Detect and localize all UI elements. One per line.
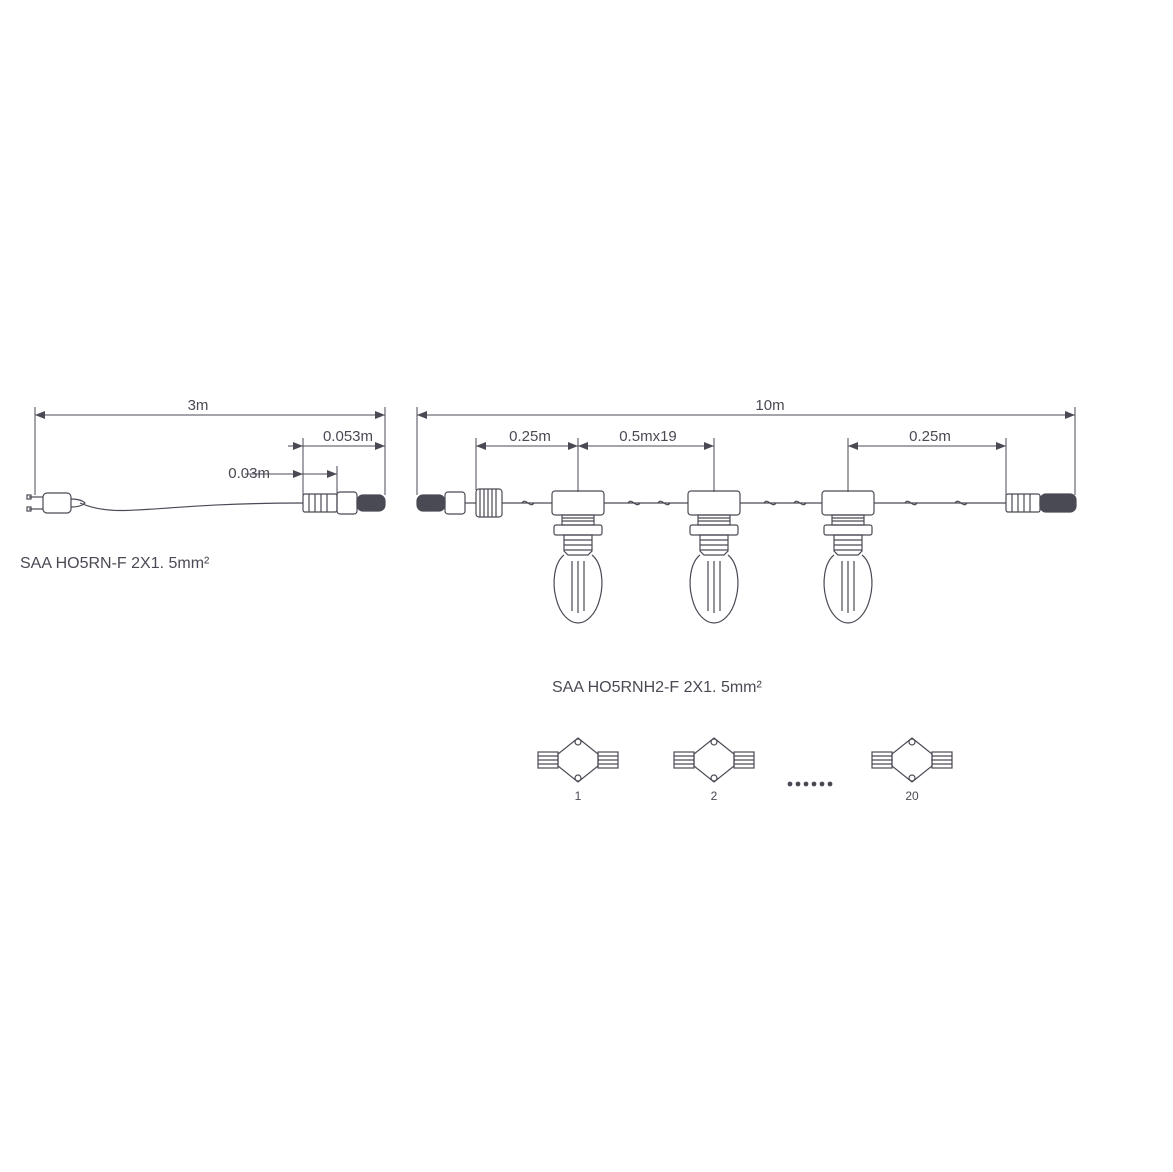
dim-tail-label: 0.25m (909, 428, 951, 445)
connector-a-icon (303, 494, 337, 512)
dim-pitch: 0.5mx19 (578, 428, 714, 492)
dim-lead-label: 0.25m (509, 428, 551, 445)
power-cable-label: SAA HO5RN-F 2X1. 5mm² (20, 555, 210, 572)
splitter-1-icon (538, 738, 618, 782)
ellipsis-icon (788, 782, 833, 787)
dim-0-053m-label: 0.053m (323, 428, 373, 445)
right-connector-cap-icon (1040, 494, 1076, 512)
splitter-1-label: 1 (575, 789, 582, 803)
dim-0-03m: 0.03m (228, 465, 337, 495)
splitter-20-icon (872, 738, 952, 782)
string-light-label: SAA HO5RNH2-F 2X1. 5mm² (552, 679, 763, 696)
right-connector-a-icon (1006, 494, 1040, 512)
splitter-2-icon (674, 738, 754, 782)
bulb-socket-1-icon (552, 491, 604, 623)
ring-icon (476, 489, 502, 517)
left-connector-icon (417, 492, 465, 514)
dim-0-03m-label: 0.03m (228, 465, 270, 482)
diagram-svg: 3m 0.053m 0.03m SAA HO5RN-F 2X1. 5mm² 10… (0, 0, 1173, 1172)
connector-b-icon (337, 492, 385, 514)
splitter-2-label: 2 (711, 789, 718, 803)
splitter-row: 1 2 20 (538, 738, 952, 803)
diagram-canvas: 3m 0.053m 0.03m SAA HO5RN-F 2X1. 5mm² 10… (0, 0, 1173, 1172)
dim-total-10m-label: 10m (755, 397, 784, 414)
dim-tail: 0.25m (848, 428, 1006, 495)
dim-total-3m-label: 3m (188, 397, 209, 414)
power-cable-section: 3m 0.053m 0.03m SAA HO5RN-F 2X1. 5mm² (20, 397, 385, 572)
bulb-socket-3-icon (822, 491, 874, 623)
splitter-20-label: 20 (905, 789, 919, 803)
string-light-body (417, 489, 1076, 623)
dim-lead: 0.25m (476, 428, 578, 492)
string-light-section: 10m 0.25m 0.5mx19 0.25m (417, 397, 1076, 696)
power-cable-body (27, 492, 385, 514)
plug-icon (27, 493, 85, 513)
dim-pitch-label: 0.5mx19 (619, 428, 677, 445)
bulb-socket-2-icon (688, 491, 740, 623)
